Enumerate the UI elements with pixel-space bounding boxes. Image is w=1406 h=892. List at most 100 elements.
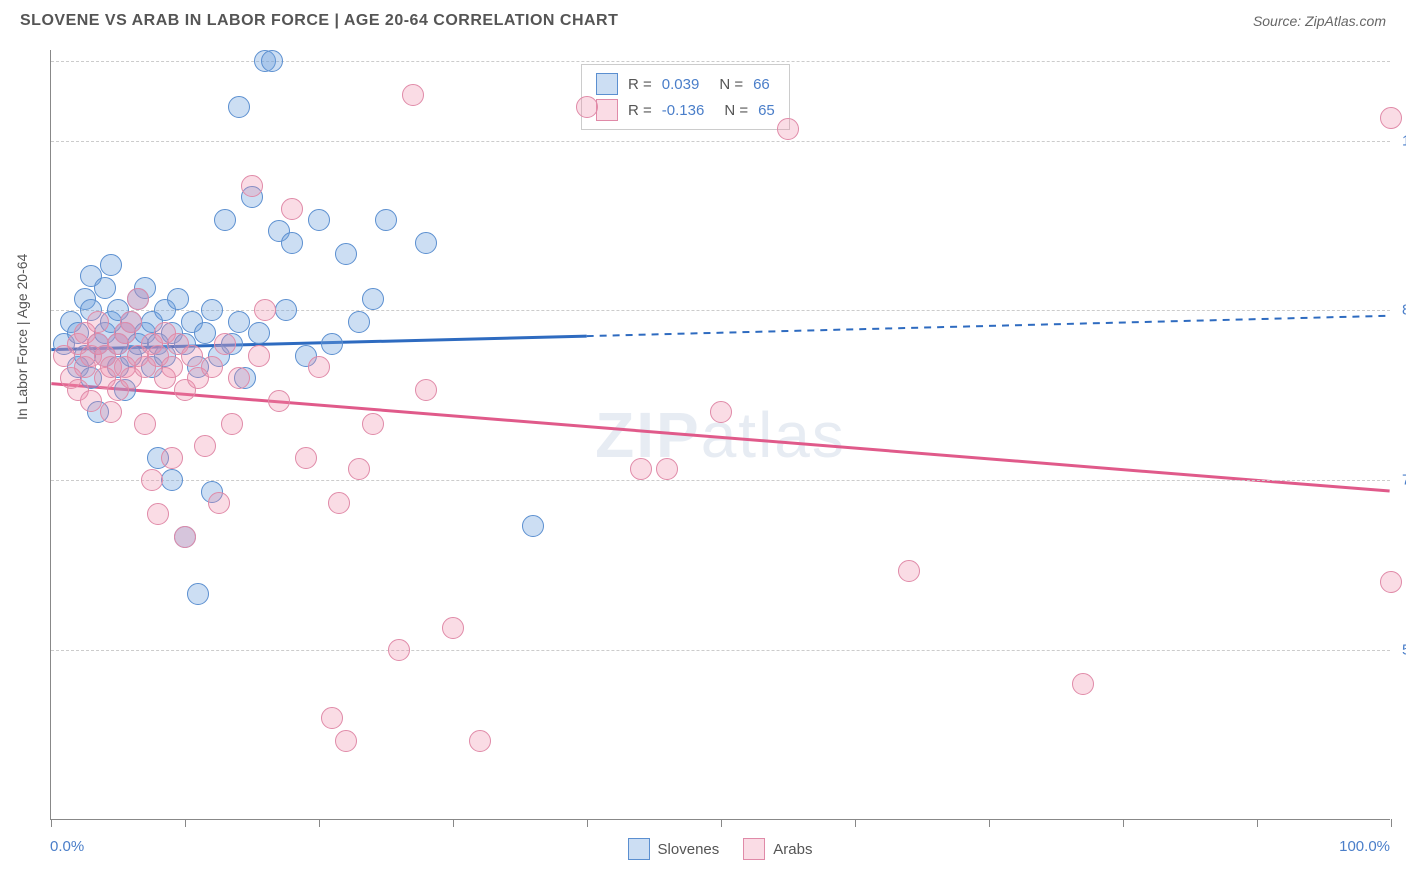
data-point — [1380, 107, 1402, 129]
legend-r-value: -0.136 — [662, 102, 705, 119]
data-point — [141, 469, 163, 491]
gridline — [51, 141, 1390, 142]
data-point — [221, 413, 243, 435]
legend-r-label: R = — [628, 102, 652, 119]
data-point — [321, 707, 343, 729]
data-point — [442, 617, 464, 639]
data-point — [127, 288, 149, 310]
x-tick — [1257, 819, 1258, 827]
data-point — [388, 639, 410, 661]
legend-r-label: R = — [628, 76, 652, 93]
chart-header: SLOVENE VS ARAB IN LABOR FORCE | AGE 20-… — [0, 0, 1406, 38]
data-point — [241, 175, 263, 197]
y-tick-label: 70.0% — [1394, 472, 1406, 489]
data-point — [161, 469, 183, 491]
data-point — [254, 299, 276, 321]
data-point — [268, 390, 290, 412]
data-point — [181, 345, 203, 367]
gridline — [51, 480, 1390, 481]
data-point — [214, 209, 236, 231]
data-point — [656, 458, 678, 480]
legend-swatch — [743, 838, 765, 860]
data-point — [214, 333, 236, 355]
x-tick — [185, 819, 186, 827]
y-tick-label: 100.0% — [1394, 132, 1406, 149]
data-point — [194, 435, 216, 457]
data-point — [281, 232, 303, 254]
stats-legend-row: R = 0.039N = 66 — [596, 71, 775, 97]
data-point — [228, 367, 250, 389]
legend-r-value: 0.039 — [662, 76, 700, 93]
data-point — [161, 356, 183, 378]
stats-legend-row: R = -0.136N = 65 — [596, 97, 775, 123]
data-point — [777, 118, 799, 140]
data-point — [174, 526, 196, 548]
gridline — [51, 61, 1390, 62]
data-point — [275, 299, 297, 321]
legend-swatch — [628, 838, 650, 860]
gridline — [51, 650, 1390, 651]
data-point — [328, 492, 350, 514]
y-tick-label: 55.0% — [1394, 642, 1406, 659]
series-legend-label: Arabs — [773, 841, 812, 858]
data-point — [415, 232, 437, 254]
data-point — [80, 390, 102, 412]
data-point — [295, 447, 317, 469]
trend-lines — [51, 50, 1390, 819]
data-point — [120, 311, 142, 333]
data-point — [308, 209, 330, 231]
x-tick — [453, 819, 454, 827]
gridline — [51, 310, 1390, 311]
data-point — [469, 730, 491, 752]
data-point — [194, 322, 216, 344]
y-tick-label: 85.0% — [1394, 302, 1406, 319]
data-point — [201, 299, 223, 321]
stats-legend: R = 0.039N = 66R = -0.136N = 65 — [581, 64, 790, 130]
data-point — [415, 379, 437, 401]
data-point — [161, 447, 183, 469]
series-legend-label: Slovenes — [658, 841, 720, 858]
data-point — [362, 413, 384, 435]
data-point — [335, 730, 357, 752]
legend-n-value: 65 — [758, 102, 775, 119]
legend-swatch — [596, 73, 618, 95]
data-point — [898, 560, 920, 582]
data-point — [1072, 673, 1094, 695]
x-tick — [1123, 819, 1124, 827]
source-label: Source: ZipAtlas.com — [1253, 13, 1386, 29]
data-point — [576, 96, 598, 118]
x-tick — [989, 819, 990, 827]
data-point — [208, 492, 230, 514]
data-point — [228, 311, 250, 333]
data-point — [100, 254, 122, 276]
x-tick — [51, 819, 52, 827]
series-legend-item: Slovenes — [628, 838, 720, 860]
x-tick — [1391, 819, 1392, 827]
data-point — [87, 311, 109, 333]
data-point — [261, 50, 283, 72]
data-point — [147, 503, 169, 525]
series-legend: Slovenes Arabs — [50, 838, 1390, 860]
data-point — [375, 209, 397, 231]
data-point — [335, 243, 357, 265]
data-point — [308, 356, 330, 378]
data-point — [167, 288, 189, 310]
legend-swatch — [596, 99, 618, 121]
data-point — [248, 345, 270, 367]
data-point — [348, 311, 370, 333]
data-point — [630, 458, 652, 480]
data-point — [522, 515, 544, 537]
y-axis-title: In Labor Force | Age 20-64 — [14, 254, 30, 420]
data-point — [248, 322, 270, 344]
x-tick — [319, 819, 320, 827]
x-tick — [721, 819, 722, 827]
data-point — [94, 277, 116, 299]
data-point — [321, 333, 343, 355]
data-point — [201, 356, 223, 378]
chart-title: SLOVENE VS ARAB IN LABOR FORCE | AGE 20-… — [20, 12, 618, 30]
data-point — [362, 288, 384, 310]
data-point — [100, 401, 122, 423]
data-point — [348, 458, 370, 480]
x-tick — [855, 819, 856, 827]
data-point — [1380, 571, 1402, 593]
